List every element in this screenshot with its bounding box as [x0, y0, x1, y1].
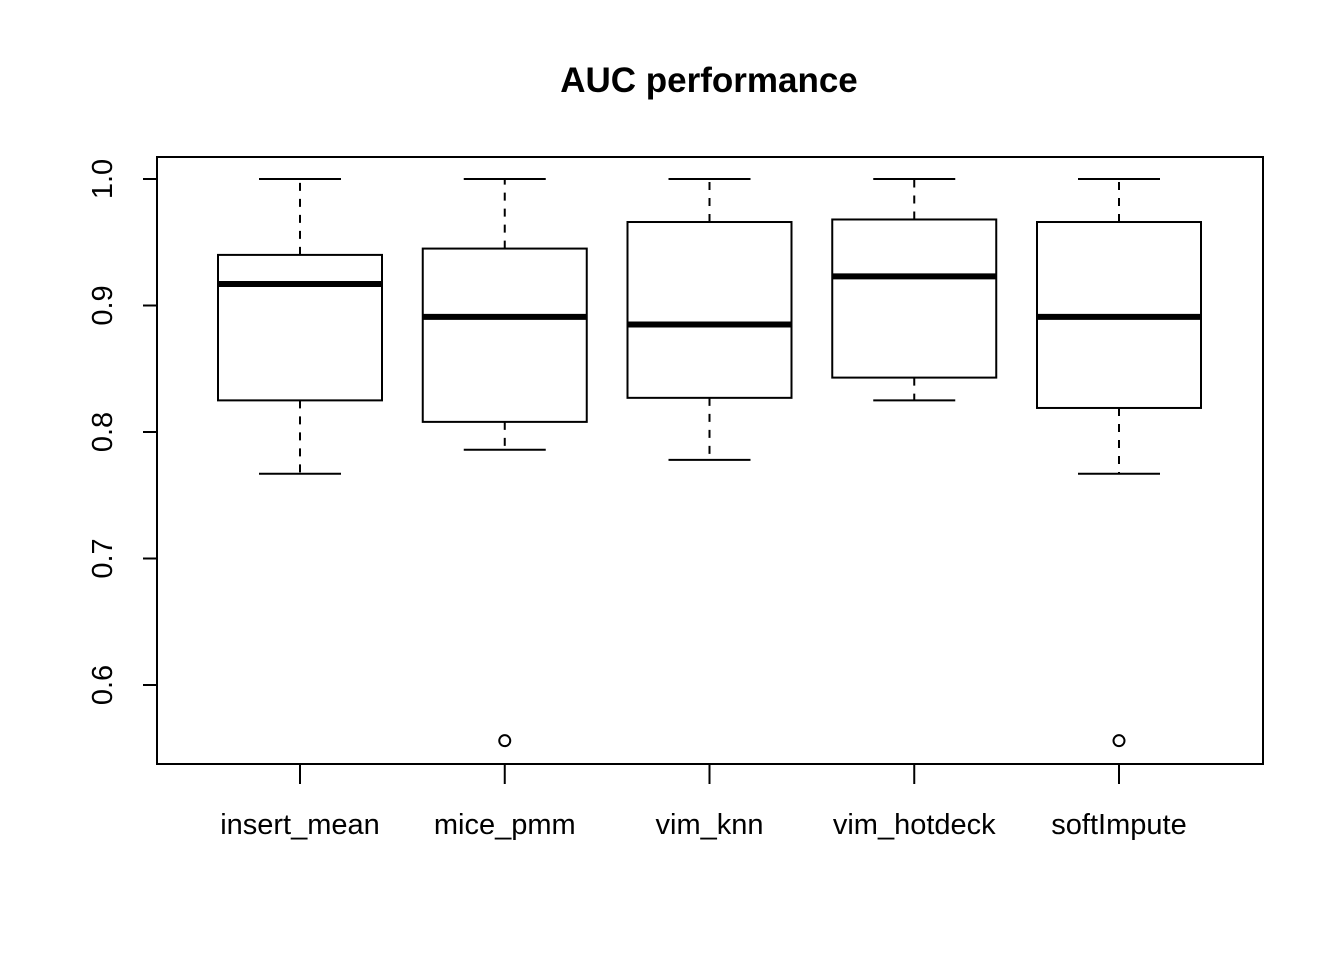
- iqr-box: [831, 218, 998, 379]
- outlier-point: [1112, 734, 1126, 748]
- outlier-point: [498, 734, 512, 748]
- box-mice-pmm: [421, 178, 588, 748]
- chart-title: AUC performance: [560, 61, 858, 100]
- x-axis: insert_mean mice_pmm vim_knn vim_hotdeck sof…: [220, 764, 1187, 841]
- box-insert-mean: [217, 178, 383, 475]
- y-tick-label: 0.7: [87, 538, 119, 578]
- iqr-box: [421, 247, 588, 423]
- x-tick-label: mice_pmm: [434, 809, 576, 841]
- y-tick-label: 0.9: [87, 285, 119, 325]
- x-tick-label: vim_knn: [656, 809, 764, 841]
- y-axis: 0.6 0.7 0.8 0.9 1.0: [87, 159, 157, 705]
- y-tick-label: 0.8: [87, 412, 119, 452]
- box-series: [217, 178, 1202, 748]
- iqr-box: [217, 253, 383, 402]
- x-tick-label: insert_mean: [220, 809, 380, 841]
- x-tick-label: vim_hotdeck: [833, 809, 996, 841]
- y-tick-label: 1.0: [87, 159, 119, 199]
- iqr-box: [626, 221, 793, 399]
- x-tick-label: softImpute: [1051, 809, 1186, 841]
- box-softImpute: [1036, 178, 1202, 748]
- box-vim-hotdeck: [831, 178, 998, 402]
- box-vim-knn: [626, 178, 793, 461]
- y-tick-label: 0.6: [87, 665, 119, 705]
